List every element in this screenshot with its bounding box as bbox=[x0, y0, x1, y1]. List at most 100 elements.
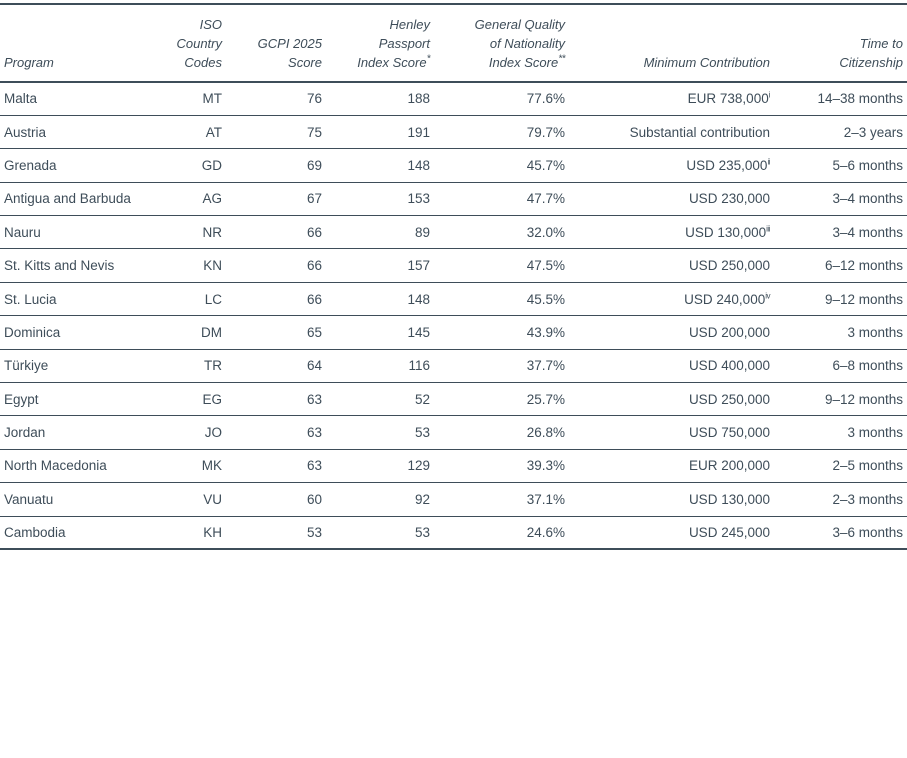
time-to-citizenship-value: 6–12 months bbox=[824, 258, 903, 274]
iso-country-code-cell: NR bbox=[170, 216, 223, 249]
iso-country-code: LC bbox=[204, 291, 222, 307]
henley-passport-index-score-cell: 52 bbox=[322, 383, 430, 416]
program-cell: Malta bbox=[0, 82, 170, 115]
time-to-citizenship-value: 3 months bbox=[847, 425, 903, 441]
time-to-citizenship-value: 6–8 months bbox=[832, 358, 903, 374]
table-row: Malta MT 76 188 77.6% EUR 738,000i 14–38… bbox=[0, 82, 907, 116]
column-header: General Quality of Nationality Index Sco… bbox=[430, 4, 566, 82]
program-label: North Macedonia bbox=[4, 458, 107, 474]
quality-of-nationality-score-cell: 39.3% bbox=[430, 449, 565, 482]
time-to-citizenship-value: 3–4 months bbox=[832, 224, 903, 240]
quality-of-nationality-score: 43.9% bbox=[526, 324, 565, 340]
column-header-footnote-mark: ** bbox=[558, 53, 565, 65]
minimum-contribution-value: USD 250,000 bbox=[688, 258, 770, 274]
henley-passport-index-score: 53 bbox=[414, 425, 430, 441]
henley-passport-index-score: 153 bbox=[407, 191, 430, 207]
program-cell: Jordan bbox=[0, 416, 170, 449]
henley-passport-index-score-cell: 153 bbox=[322, 182, 430, 215]
column-header-label: ISO Country Codes bbox=[176, 17, 222, 70]
time-to-citizenship-value: 2–3 months bbox=[832, 491, 903, 507]
time-to-citizenship-cell: 2–5 months bbox=[770, 449, 907, 482]
table-header: Program ISO Country Codes GCPI 2025 Scor… bbox=[0, 4, 907, 82]
minimum-contribution-cell: USD 245,000 bbox=[565, 516, 770, 549]
column-header: ISO Country Codes bbox=[170, 4, 222, 82]
time-to-citizenship-value: 9–12 months bbox=[824, 391, 903, 407]
table-row: Nauru NR 66 89 32.0% USD 130,000iii 3–4 … bbox=[0, 216, 907, 249]
gcpi-score: 66 bbox=[306, 258, 322, 274]
program-cell: St. Kitts and Nevis bbox=[0, 249, 170, 282]
footnote-mark: iii bbox=[766, 224, 770, 234]
column-header: Time to Citizenship bbox=[770, 4, 907, 82]
program-cell: Vanuatu bbox=[0, 483, 170, 516]
time-to-citizenship-cell: 2–3 months bbox=[770, 483, 907, 516]
table-row: Vanuatu VU 60 92 37.1% USD 130,000 2–3 m… bbox=[0, 483, 907, 517]
program-cell: Nauru bbox=[0, 216, 170, 249]
program-cell: Austria bbox=[0, 115, 170, 148]
table-row: Cambodia KH 53 53 24.6% USD 245,000 3–6 … bbox=[0, 516, 907, 550]
column-header-label: Minimum Contribution bbox=[643, 55, 770, 70]
henley-passport-index-score-cell: 89 bbox=[322, 216, 430, 249]
table-row: North Macedonia MK 63 129 39.3% EUR 200,… bbox=[0, 449, 907, 483]
program-label: St. Kitts and Nevis bbox=[4, 258, 115, 274]
iso-country-code-cell: DM bbox=[170, 316, 222, 349]
time-to-citizenship-value: 2–3 years bbox=[843, 124, 903, 140]
gcpi-score: 69 bbox=[306, 157, 322, 173]
header-row: Program ISO Country Codes GCPI 2025 Scor… bbox=[0, 4, 907, 82]
program-cell: Egypt bbox=[0, 383, 170, 416]
quality-of-nationality-score: 47.5% bbox=[526, 258, 565, 274]
henley-passport-index-score-cell: 53 bbox=[322, 516, 430, 549]
table-row: St. Lucia LC 66 148 45.5% USD 240,000iv … bbox=[0, 282, 907, 316]
iso-country-code-cell: JO bbox=[170, 416, 222, 449]
time-to-citizenship-cell: 14–38 months bbox=[770, 82, 907, 115]
gcpi-score-cell: 75 bbox=[222, 115, 322, 148]
quality-of-nationality-score: 77.6% bbox=[526, 91, 565, 107]
henley-passport-index-score-cell: 188 bbox=[322, 82, 430, 115]
gcpi-score-cell: 66 bbox=[222, 282, 322, 315]
minimum-contribution-cell: USD 200,000 bbox=[565, 316, 770, 349]
minimum-contribution-cell: USD 240,000iv bbox=[565, 282, 770, 315]
time-to-citizenship-value: 3 months bbox=[847, 324, 903, 340]
program-cell: Cambodia bbox=[0, 516, 170, 549]
iso-country-code-cell: AT bbox=[170, 115, 222, 148]
gcpi-score-cell: 67 bbox=[222, 182, 322, 215]
henley-passport-index-score: 89 bbox=[414, 224, 430, 240]
column-header-label: Henley Passport Index Score bbox=[357, 17, 430, 70]
column-header-label: GCPI 2025 Score bbox=[257, 36, 322, 70]
minimum-contribution-value: Substantial contribution bbox=[629, 124, 770, 140]
time-to-citizenship-cell: 6–12 months bbox=[770, 249, 907, 282]
quality-of-nationality-score-cell: 45.7% bbox=[430, 149, 565, 182]
minimum-contribution-value: USD 245,000 bbox=[688, 525, 770, 541]
gcpi-score: 67 bbox=[306, 191, 322, 207]
iso-country-code-cell: GD bbox=[170, 149, 222, 182]
quality-of-nationality-score: 32.0% bbox=[526, 224, 565, 240]
citizenship-programs-table: Program ISO Country Codes GCPI 2025 Scor… bbox=[0, 3, 907, 551]
henley-passport-index-score: 191 bbox=[407, 124, 430, 140]
time-to-citizenship-cell: 5–6 months bbox=[770, 149, 907, 182]
quality-of-nationality-score: 39.3% bbox=[526, 458, 565, 474]
henley-passport-index-score: 148 bbox=[407, 291, 430, 307]
time-to-citizenship-cell: 3–4 months bbox=[770, 216, 907, 249]
quality-of-nationality-score-cell: 25.7% bbox=[430, 383, 565, 416]
minimum-contribution-value: USD 400,000 bbox=[688, 358, 770, 374]
gcpi-score-cell: 63 bbox=[222, 416, 322, 449]
time-to-citizenship-value: 5–6 months bbox=[832, 157, 903, 173]
gcpi-score-cell: 66 bbox=[222, 249, 322, 282]
iso-country-code: NR bbox=[202, 224, 223, 240]
iso-country-code: VU bbox=[203, 491, 222, 507]
program-cell: Antigua and Barbuda bbox=[0, 182, 170, 215]
minimum-contribution-value: USD 240,000 bbox=[684, 291, 766, 307]
gcpi-score-cell: 60 bbox=[222, 483, 322, 516]
iso-country-code-cell: KN bbox=[170, 249, 222, 282]
quality-of-nationality-score-cell: 45.5% bbox=[430, 282, 565, 315]
iso-country-code-cell: KH bbox=[170, 516, 222, 549]
column-header: Program bbox=[0, 4, 170, 82]
iso-country-code-cell: TR bbox=[170, 349, 222, 382]
gcpi-score-cell: 63 bbox=[222, 383, 322, 416]
minimum-contribution-value: USD 200,000 bbox=[688, 324, 770, 340]
program-label: St. Lucia bbox=[4, 291, 57, 307]
iso-country-code: AG bbox=[202, 191, 222, 207]
henley-passport-index-score: 188 bbox=[407, 91, 430, 107]
minimum-contribution-cell: EUR 738,000i bbox=[565, 82, 771, 115]
program-cell: Dominica bbox=[0, 316, 170, 349]
henley-passport-index-score-cell: 191 bbox=[322, 115, 430, 148]
